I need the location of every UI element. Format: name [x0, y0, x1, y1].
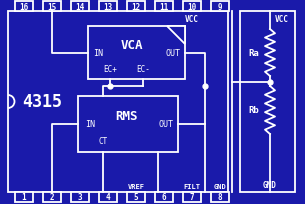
Text: GND: GND: [263, 181, 277, 190]
Bar: [8, 12, 228, 192]
Bar: [183, 192, 201, 202]
Bar: [240, 12, 295, 192]
Bar: [211, 2, 229, 12]
Text: 15: 15: [47, 2, 57, 11]
Text: OUT: OUT: [159, 120, 174, 129]
Text: 4: 4: [106, 193, 110, 202]
Bar: [155, 192, 173, 202]
Text: IN: IN: [93, 49, 103, 58]
Bar: [15, 2, 33, 12]
Text: 13: 13: [103, 2, 113, 11]
Text: 9: 9: [218, 2, 222, 11]
Text: 8: 8: [218, 193, 222, 202]
Text: RMS: RMS: [115, 110, 137, 123]
Text: 7: 7: [190, 193, 194, 202]
Text: EC+: EC+: [103, 65, 117, 74]
Text: 12: 12: [131, 2, 141, 11]
Text: 5: 5: [134, 193, 138, 202]
Text: FILT: FILT: [184, 183, 200, 189]
Bar: [183, 2, 201, 12]
Text: GND: GND: [214, 183, 226, 189]
Text: 3: 3: [78, 193, 82, 202]
Bar: [99, 2, 117, 12]
Bar: [78, 96, 178, 152]
Text: 4315: 4315: [22, 93, 62, 111]
Text: CT: CT: [99, 137, 108, 146]
Text: 14: 14: [75, 2, 84, 11]
Polygon shape: [167, 27, 185, 45]
Text: 16: 16: [20, 2, 29, 11]
Text: VCC: VCC: [275, 14, 289, 23]
Bar: [211, 192, 229, 202]
Text: 6: 6: [162, 193, 166, 202]
Text: Rb: Rb: [249, 106, 259, 115]
Bar: [88, 27, 185, 80]
Text: IN: IN: [85, 120, 95, 129]
Bar: [15, 192, 33, 202]
Bar: [71, 2, 89, 12]
Bar: [127, 192, 145, 202]
Bar: [71, 192, 89, 202]
Bar: [43, 192, 61, 202]
Text: VREF: VREF: [127, 183, 145, 189]
Bar: [99, 192, 117, 202]
Text: Ra: Ra: [249, 49, 259, 58]
Bar: [127, 2, 145, 12]
Bar: [155, 2, 173, 12]
Text: 11: 11: [160, 2, 169, 11]
Text: 2: 2: [50, 193, 54, 202]
Text: 10: 10: [187, 2, 197, 11]
Text: EC-: EC-: [136, 65, 150, 74]
Text: 1: 1: [22, 193, 26, 202]
Bar: [43, 2, 61, 12]
Text: VCC: VCC: [185, 14, 199, 23]
Text: OUT: OUT: [166, 49, 181, 58]
Text: VCA: VCA: [120, 39, 143, 52]
